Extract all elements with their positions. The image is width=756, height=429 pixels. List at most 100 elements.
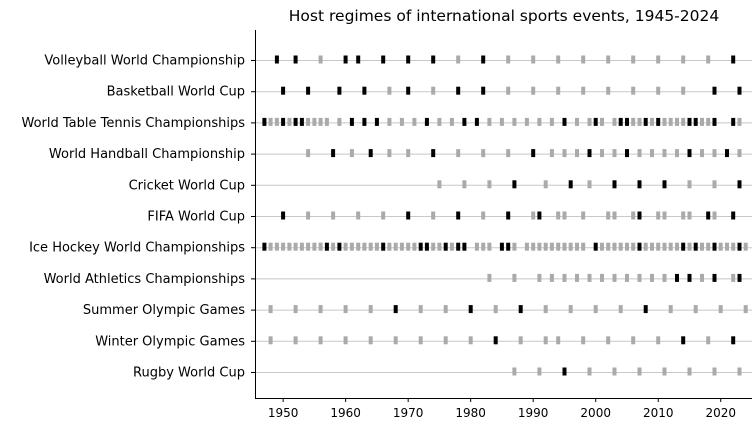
- event-marker: [324, 117, 329, 126]
- event-marker: [468, 305, 473, 314]
- event-marker: [737, 117, 742, 126]
- event-marker: [575, 149, 579, 158]
- event-marker: [487, 242, 492, 251]
- event-marker: [587, 367, 592, 376]
- y-tick-label: World Athletics Championships: [44, 272, 246, 287]
- event-marker: [631, 336, 636, 345]
- event-marker: [687, 273, 692, 282]
- event-marker: [356, 211, 361, 220]
- event-marker: [381, 242, 386, 251]
- event-marker: [306, 242, 311, 251]
- event-marker: [306, 149, 311, 158]
- event-marker: [406, 242, 411, 251]
- event-marker: [418, 305, 423, 314]
- event-marker: [612, 367, 617, 376]
- event-marker: [656, 336, 661, 345]
- event-marker: [737, 242, 742, 251]
- event-marker: [537, 117, 542, 126]
- event-marker: [412, 242, 417, 251]
- event-marker: [437, 242, 442, 251]
- event-marker: [349, 242, 354, 251]
- event-marker: [512, 242, 517, 251]
- x-tick-label: 1980: [455, 406, 486, 420]
- x-tick-label: 1990: [518, 406, 549, 420]
- event-marker: [506, 149, 511, 158]
- event-marker: [731, 211, 736, 220]
- event-marker: [687, 149, 692, 158]
- event-marker: [543, 180, 548, 189]
- event-marker: [343, 55, 348, 64]
- chart-title: Host regimes of international sports eve…: [289, 7, 719, 25]
- event-marker: [681, 55, 686, 64]
- x-tick-label: 1960: [330, 406, 361, 420]
- event-marker: [687, 211, 692, 220]
- event-marker: [656, 86, 661, 95]
- event-marker: [731, 117, 736, 126]
- event-marker: [506, 242, 511, 251]
- event-marker: [718, 242, 723, 251]
- event-marker: [556, 336, 561, 345]
- event-marker: [449, 117, 454, 126]
- event-marker: [337, 242, 342, 251]
- event-marker: [543, 242, 548, 251]
- event-marker: [687, 367, 692, 376]
- event-marker: [549, 242, 554, 251]
- event-marker: [612, 117, 617, 126]
- event-marker: [668, 242, 673, 251]
- event-marker: [537, 242, 542, 251]
- event-marker: [662, 367, 667, 376]
- event-marker: [531, 211, 536, 220]
- event-marker: [737, 367, 742, 376]
- event-marker: [499, 242, 504, 251]
- event-marker: [606, 242, 611, 251]
- event-marker: [306, 86, 311, 95]
- event-marker: [362, 86, 367, 95]
- event-marker: [568, 242, 573, 251]
- event-marker: [637, 273, 642, 282]
- event-marker: [637, 211, 642, 220]
- event-marker: [293, 117, 298, 126]
- event-marker: [374, 117, 379, 126]
- event-marker: [337, 117, 342, 126]
- event-marker: [631, 86, 636, 95]
- event-marker: [706, 117, 711, 126]
- event-marker: [681, 86, 686, 95]
- event-marker: [581, 336, 586, 345]
- event-marker: [349, 149, 354, 158]
- event-marker: [743, 242, 748, 251]
- event-marker: [593, 305, 598, 314]
- event-marker: [600, 149, 604, 158]
- event-marker: [668, 305, 673, 314]
- event-marker: [681, 211, 686, 220]
- event-marker: [281, 242, 286, 251]
- marks-layer: [262, 55, 748, 376]
- event-marker: [662, 211, 667, 220]
- event-marker: [393, 336, 398, 345]
- event-marker: [575, 242, 579, 251]
- event-marker: [318, 117, 323, 126]
- event-marker: [675, 242, 679, 251]
- event-marker: [431, 86, 436, 95]
- y-tick-label: World Table Tennis Championships: [21, 116, 245, 131]
- event-marker: [531, 86, 536, 95]
- event-marker: [675, 149, 679, 158]
- event-marker: [318, 55, 323, 64]
- event-marker: [387, 242, 392, 251]
- event-marker: [656, 117, 661, 126]
- event-marker: [462, 117, 467, 126]
- event-marker: [431, 242, 436, 251]
- event-marker: [512, 367, 517, 376]
- event-marker: [287, 117, 292, 126]
- event-marker: [712, 180, 717, 189]
- event-marker: [318, 305, 323, 314]
- event-marker: [293, 242, 298, 251]
- event-marker: [562, 367, 567, 376]
- event-marker: [625, 273, 629, 282]
- event-marker: [281, 86, 286, 95]
- event-marker: [456, 211, 461, 220]
- event-marker: [406, 55, 411, 64]
- event-marker: [512, 273, 517, 282]
- event-marker: [443, 242, 448, 251]
- event-marker: [499, 117, 504, 126]
